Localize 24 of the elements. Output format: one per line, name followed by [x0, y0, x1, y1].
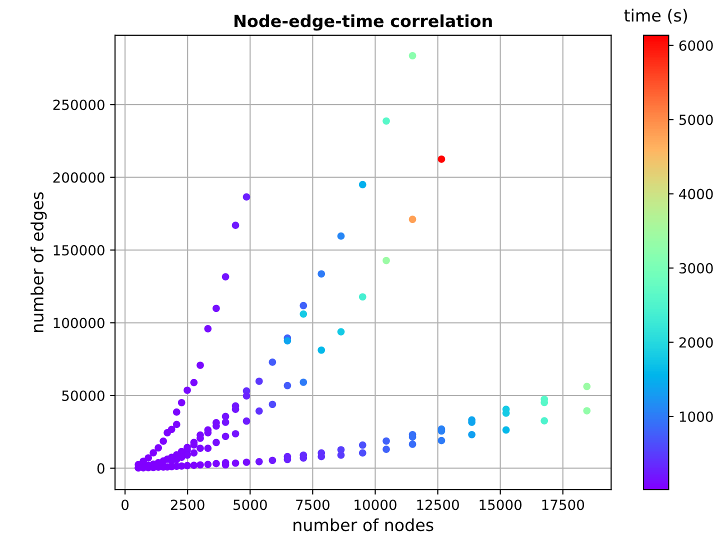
- y-tick-label: 50000: [62, 390, 104, 401]
- x-axis-title: number of nodes: [294, 518, 434, 532]
- color-bar-label: 3000: [679, 263, 713, 274]
- chart-title: Node-edge-time correlation: [234, 14, 492, 31]
- x-tick-label: 2500: [170, 500, 204, 510]
- color-bar-title: time (s): [624, 8, 687, 24]
- color-bar-label: 5000: [679, 114, 713, 126]
- color-bar-label: 2000: [679, 337, 713, 348]
- color-bar-label: 4000: [679, 188, 713, 200]
- x-tick-label: 17500: [542, 500, 584, 510]
- color-bar-label: 1000: [680, 411, 713, 422]
- x-tick-label: 10000: [354, 500, 396, 510]
- color-bar-label: 6000: [679, 40, 713, 51]
- x-tick-label: 15000: [480, 500, 522, 510]
- y-tick-label: 0: [97, 463, 104, 474]
- x-tick-label: 7500: [296, 500, 330, 510]
- y-axis-title: number of edges: [30, 192, 47, 332]
- y-tick-label: 100000: [54, 318, 104, 328]
- x-tick-label: 12500: [417, 500, 459, 510]
- y-tick-label: 200000: [53, 172, 104, 183]
- x-tick-label: 5000: [234, 500, 267, 510]
- x-tick-label: 0: [122, 500, 129, 510]
- y-tick-label: 150000: [54, 245, 104, 256]
- y-tick-label: 250000: [53, 100, 104, 110]
